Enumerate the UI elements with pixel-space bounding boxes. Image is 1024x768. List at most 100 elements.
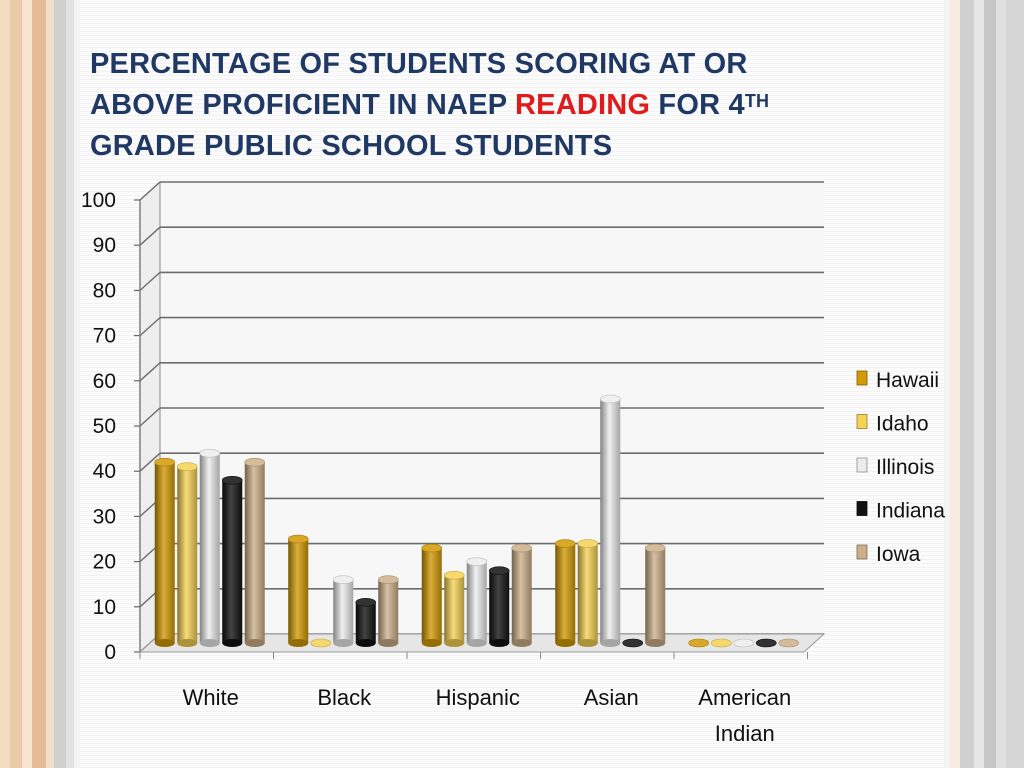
y-tick-label: 20 [93, 551, 116, 574]
bar-top-cap [199, 448, 221, 458]
bar-top-cap [599, 394, 621, 404]
bar-base-cap [378, 639, 399, 647]
bar-base-cap [177, 639, 198, 647]
legend-label-idaho: Idaho [876, 413, 929, 436]
bar-base-cap [466, 639, 487, 647]
x-category-label: White [183, 685, 239, 710]
bar-base-cap [421, 639, 442, 647]
gridline-side-6 [139, 362, 161, 382]
bar-top-cap [310, 638, 332, 648]
bar-top-cap [221, 475, 243, 485]
left-decorative-stripes [0, 0, 80, 768]
legend-label-iowa: Iowa [876, 543, 921, 566]
bar-top-cap [511, 543, 533, 553]
y-tick-label: 50 [93, 415, 116, 438]
bar-white-iowa [244, 462, 265, 643]
title-line-2: ABOVE PROFICIENT IN NAEP READING FOR 4TH [90, 85, 950, 126]
bar-black-iowa [378, 579, 399, 643]
bar-top-cap [355, 598, 377, 607]
bar-top-cap [443, 570, 465, 580]
bar-base-cap [244, 639, 265, 647]
y-tick-label: 40 [93, 460, 116, 483]
bar-top-cap [466, 557, 488, 566]
bar-top-cap [377, 575, 399, 585]
bar-top-cap [287, 534, 309, 544]
bar-base-cap [577, 639, 598, 647]
bar-top-cap [644, 543, 666, 553]
y-tick-label: 10 [93, 596, 116, 619]
y-tick-label: 60 [93, 370, 116, 393]
slide-title: PERCENTAGE OF STUDENTS SCORING AT OR ABO… [90, 44, 950, 167]
bar-base-cap [555, 639, 576, 647]
x-category-label: Hispanic [436, 685, 520, 710]
bar-asian-hawaii [555, 543, 576, 643]
bar-top-cap [421, 543, 443, 553]
y-tick-label: 70 [93, 325, 116, 348]
bar-hispanic-idaho [444, 575, 465, 643]
bar-top-cap [755, 638, 777, 648]
title-line-2-post: FOR 4 [650, 89, 745, 121]
bar-top-cap [176, 462, 198, 472]
bar-base-cap [222, 639, 243, 647]
bar-top-cap [577, 539, 599, 548]
gridline-side-4 [139, 452, 161, 472]
title-line-3: GRADE PUBLIC SCHOOL STUDENTS [90, 130, 613, 162]
title-superscript: TH [744, 91, 770, 111]
bar-base-cap [600, 639, 621, 647]
bar-top-cap [554, 539, 576, 548]
legend-swatch-hawaii [856, 370, 868, 386]
gridline-side-7 [139, 317, 161, 337]
y-tick-label: 80 [93, 279, 116, 302]
bar-top-cap [710, 638, 732, 648]
legend-swatch-iowa [856, 544, 868, 560]
x-category-label: Asian [584, 685, 639, 710]
x-category-label: Indian [715, 721, 775, 746]
bar-white-indiana [222, 480, 243, 643]
y-tick-label: 100 [81, 189, 116, 212]
gridline-side-5 [139, 407, 161, 427]
bar-base-cap [645, 639, 666, 647]
bar-asian-illinois [600, 398, 621, 643]
bar-white-illinois [199, 453, 220, 643]
right-decorative-stripes [944, 0, 1024, 768]
bar-base-cap [333, 639, 354, 647]
bar-base-cap [511, 639, 532, 647]
bar-top-cap [332, 575, 354, 585]
bar-black-illinois [333, 579, 354, 643]
bar-top-cap [244, 457, 266, 467]
legend-label-indiana: Indiana [876, 500, 945, 523]
title-line-1: PERCENTAGE OF STUDENTS SCORING AT OR [90, 48, 748, 80]
bar-asian-iowa [645, 548, 666, 643]
bar-black-indiana [355, 602, 376, 643]
bar-top-cap [622, 638, 644, 648]
bar-top-cap [688, 638, 710, 648]
title-accent-word: READING [515, 89, 651, 121]
bar-top-cap [778, 638, 800, 648]
bar-black-hawaii [288, 539, 309, 643]
title-line-2-pre: ABOVE PROFICIENT IN NAEP [90, 89, 516, 121]
bar-base-cap [355, 639, 376, 647]
gridline-side-9 [139, 226, 161, 246]
y-tick-label: 30 [93, 505, 116, 528]
x-category-label: American [698, 685, 791, 710]
bar-base-cap [444, 639, 465, 647]
bar-top-cap [154, 457, 176, 467]
legend-label-hawaii: Hawaii [876, 369, 939, 392]
bar-white-hawaii [154, 462, 175, 643]
bar-hispanic-iowa [511, 548, 532, 643]
bar-hispanic-illinois [466, 561, 487, 643]
legend-swatch-illinois [856, 457, 868, 473]
y-tick-label: 90 [93, 234, 116, 257]
bar-base-cap [489, 639, 510, 647]
bar-base-cap [154, 639, 175, 647]
gridline-side-10 [139, 181, 161, 201]
bar-base-cap [199, 639, 220, 647]
x-category-label: Black [317, 685, 372, 710]
bar-hispanic-indiana [489, 570, 510, 643]
bar-asian-idaho [577, 543, 598, 643]
bar-base-cap [288, 639, 309, 647]
bar-white-idaho [177, 466, 198, 643]
bar-hispanic-hawaii [421, 548, 442, 643]
gridline-side-8 [139, 271, 161, 291]
